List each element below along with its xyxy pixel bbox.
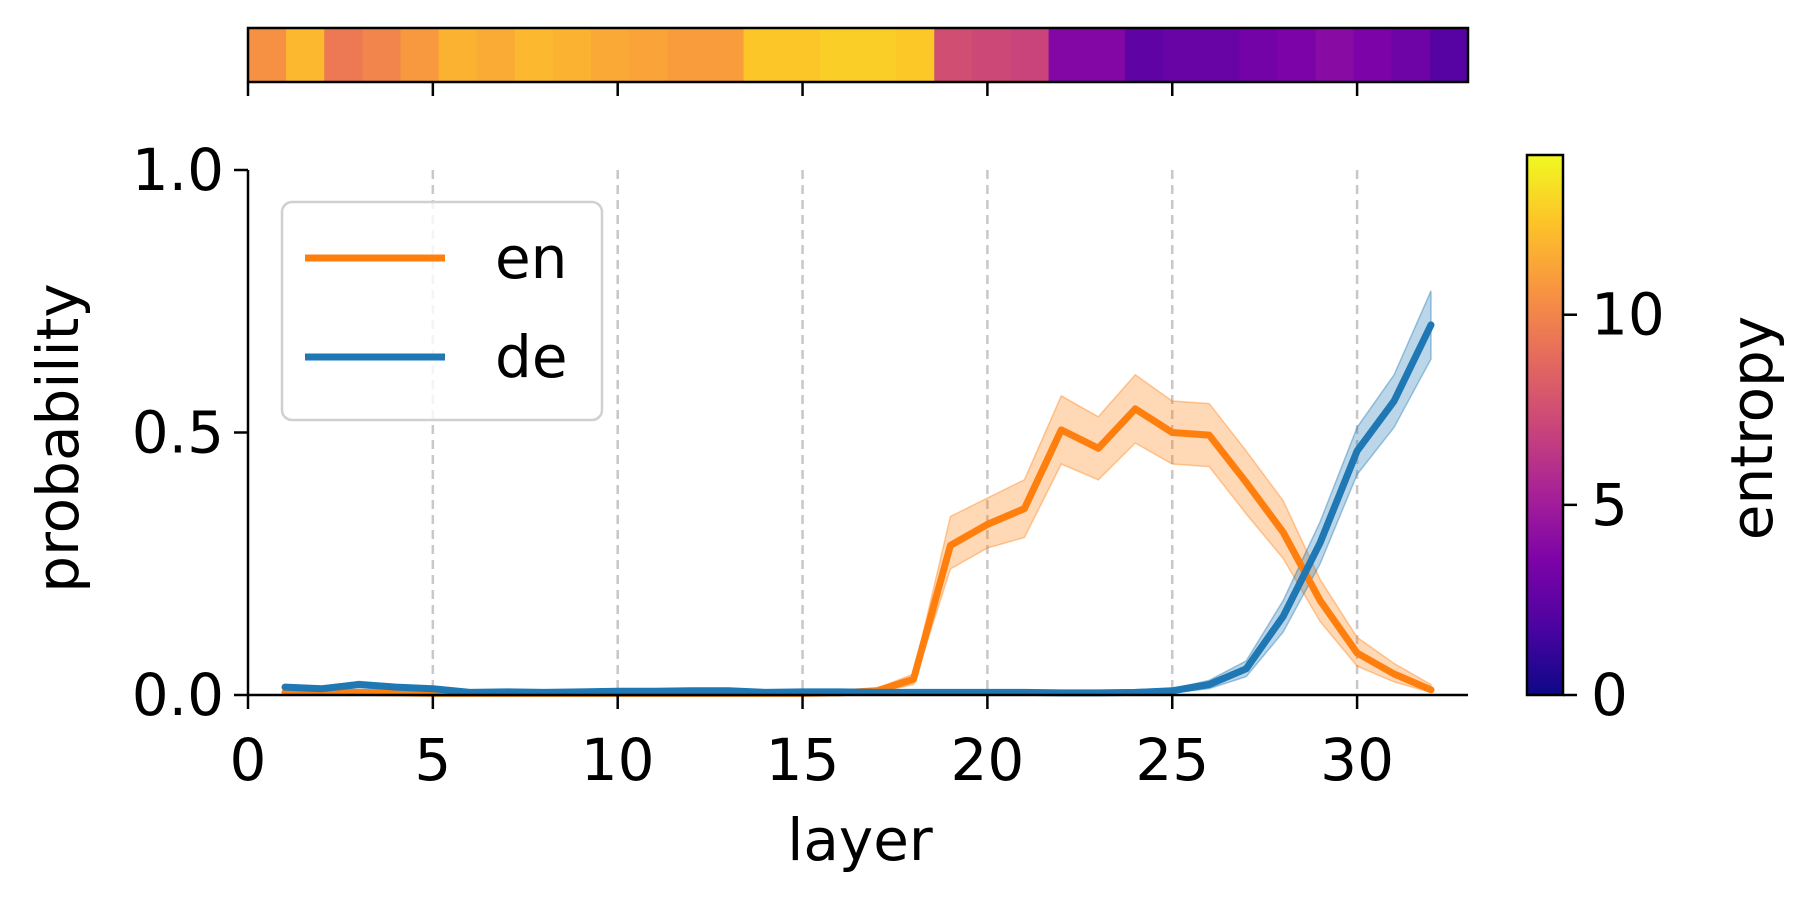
- x-axis-label: layer: [787, 806, 933, 874]
- entropy-cell: [476, 28, 516, 82]
- entropy-cell: [896, 28, 935, 82]
- x-tick-label: 15: [766, 726, 840, 794]
- colorbar-tick-label: 10: [1591, 281, 1665, 349]
- y-tick-label: 1.0: [132, 136, 224, 204]
- series-line-de: [281, 321, 1435, 697]
- entropy-cell: [591, 28, 630, 82]
- entropy-cell: [1163, 28, 1202, 82]
- entropy-strip-ticks: [246, 82, 1359, 96]
- legend-label-de: de: [495, 323, 568, 391]
- entropy-cell: [1429, 28, 1469, 82]
- entropy-cell: [1124, 28, 1164, 82]
- x-tick-label: 25: [1135, 726, 1209, 794]
- y-tick-label: 0.0: [132, 661, 224, 729]
- x-tick-label: 10: [581, 726, 655, 794]
- entropy-strip-frame: [246, 26, 1470, 84]
- x-tick-label: 5: [414, 726, 451, 794]
- entropy-cell: [781, 28, 821, 82]
- entropy-cell: [1048, 28, 1088, 82]
- entropy-cell: [1277, 28, 1317, 82]
- series-lines: [281, 321, 1435, 697]
- entropy-cell: [1010, 28, 1050, 82]
- entropy-cell: [705, 28, 745, 82]
- entropy-cell: [286, 28, 325, 82]
- x-axis-ticks: 0 5 10 15 20 25 30: [230, 695, 1394, 794]
- entropy-cell: [1201, 28, 1240, 82]
- y-axis-label: probability: [24, 283, 92, 592]
- entropy-cell: [248, 28, 287, 82]
- y-axis-ticks: 0.0 0.5 1.0: [132, 136, 248, 729]
- entropy-cell: [400, 28, 440, 82]
- y-tick-label: 0.5: [132, 399, 224, 467]
- entropy-cell: [1086, 28, 1126, 82]
- entropy-cell: [514, 28, 554, 82]
- entropy-cell: [629, 28, 668, 82]
- legend-label-en: en: [495, 224, 567, 292]
- entropy-cell: [1315, 28, 1355, 82]
- entropy-cell: [972, 28, 1012, 82]
- entropy-cell: [362, 28, 402, 82]
- entropy-cell: [858, 28, 897, 82]
- entropy-cell: [819, 28, 859, 82]
- entropy-cell: [553, 28, 592, 82]
- entropy-cell: [1239, 28, 1278, 82]
- entropy-cell: [667, 28, 707, 82]
- entropy-strip: [246, 26, 1470, 84]
- colorbar-gradient: [1525, 153, 1565, 697]
- x-tick-label: 30: [1320, 726, 1394, 794]
- colorbar-label: entropy: [1718, 316, 1786, 540]
- entropy-cell: [1353, 28, 1393, 82]
- colorbar-tick-label: 0: [1591, 661, 1628, 729]
- x-tick-label: 20: [950, 726, 1024, 794]
- entropy-cell: [934, 28, 973, 82]
- colorbar-tick-label: 5: [1591, 471, 1628, 539]
- colorbar-ticks: 0 5 10: [1563, 281, 1665, 729]
- entropy-cell: [743, 28, 783, 82]
- entropy-cell: [1391, 28, 1431, 82]
- x-tick-label: 0: [230, 726, 267, 794]
- entropy-colorbar: [1525, 153, 1565, 697]
- entropy-cell: [438, 28, 478, 82]
- entropy-cell: [324, 28, 363, 82]
- legend: en de: [280, 200, 604, 422]
